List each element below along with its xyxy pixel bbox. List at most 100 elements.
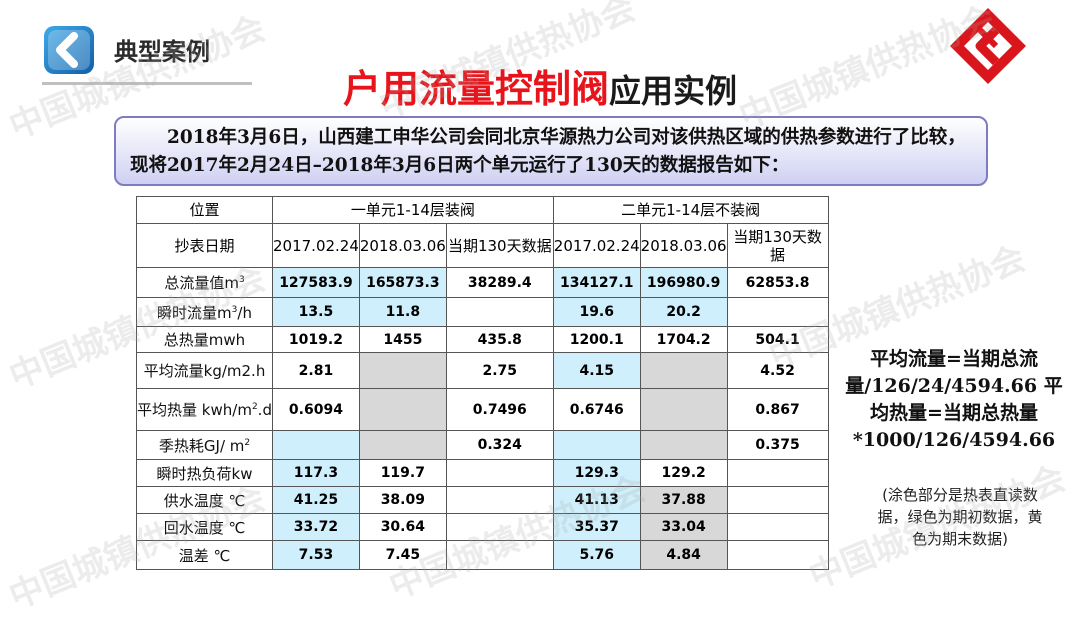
header-cell-date-label: 抄表日期: [136, 223, 273, 268]
header-cell-date1: 2017.02.24: [272, 223, 360, 268]
title-highlight: 户用流量控制阀: [342, 67, 609, 111]
table-cell: [445, 540, 554, 570]
row-label: 平均热量 kwh/m2.d: [136, 388, 273, 431]
table-cell: 4.52: [726, 352, 829, 389]
header-cell-position: 位置: [136, 196, 273, 224]
row-label: 平均流量kg/m2.h: [136, 352, 273, 389]
table-cell: 33.04: [639, 513, 728, 541]
header-cell-date1: 2017.02.24: [552, 223, 641, 268]
table-cell: 38289.4: [445, 267, 554, 298]
table-row: 平均热量 kwh/m2.d 0.6094 0.7496 0.6746 0.867: [136, 388, 829, 431]
table-cell: [552, 430, 641, 460]
chevron-left-icon: [44, 26, 94, 74]
table-cell: [445, 459, 554, 487]
table-cell: 0.7496: [445, 388, 554, 431]
table-cell: [726, 459, 829, 487]
table-cell: 35.37: [552, 513, 641, 541]
table-cell: 2.75: [445, 352, 554, 389]
header-cell-period: 当期130天数据: [726, 223, 829, 268]
table-cell: 37.88: [639, 486, 728, 514]
row-label: 瞬时流量m3/h: [136, 297, 273, 327]
row-label: 温差 ℃: [136, 540, 273, 570]
table-cell: 1455: [358, 326, 447, 353]
table-cell: 504.1: [726, 326, 829, 353]
table-cell: 33.72: [272, 513, 360, 541]
row-label: 供水温度 ℃: [136, 486, 273, 514]
table-cell: [639, 352, 728, 389]
table-cell: [445, 486, 554, 514]
table-cell: 4.15: [552, 352, 641, 389]
table-cell: 165873.3: [358, 267, 447, 298]
table-cell: 0.6746: [552, 388, 641, 431]
heading-underline: [42, 82, 252, 85]
table-row: 回水温度 ℃ 33.72 30.64 35.37 33.04: [136, 513, 829, 541]
table-cell: 20.2: [639, 297, 728, 327]
table-cell: 41.25: [272, 486, 360, 514]
table-cell: 119.7: [358, 459, 447, 487]
table-cell: 129.2: [639, 459, 728, 487]
table-row: 温差 ℃ 7.53 7.45 5.76 4.84: [136, 540, 829, 570]
table-row: 平均流量kg/m2.h 2.81 2.75 4.15 4.52: [136, 352, 829, 389]
table-cell: [726, 513, 829, 541]
back-button[interactable]: [38, 22, 100, 78]
title-rest: 应用实例: [609, 72, 738, 110]
table-cell: 7.45: [358, 540, 447, 570]
table-cell: [358, 388, 447, 431]
table-row: 总热量mwh 1019.2 1455 435.8 1200.1 1704.2 504.1: [136, 326, 829, 353]
row-label: 总流量值m3: [136, 267, 273, 298]
table-cell: 0.324: [445, 430, 554, 460]
table-cell: [358, 430, 447, 460]
table-cell: 129.3: [552, 459, 641, 487]
intro-box: 2018年3月6日，山西建工申华公司会同北京华源热力公司对该供热区域的供热参数进…: [114, 116, 988, 186]
table-date-row: 抄表日期 2017.02.24 2018.03.06 当期130天数据 2017…: [136, 223, 829, 268]
header-cell-unit2: 二单元1-14层不装阀: [552, 196, 829, 224]
table-cell: 127583.9: [272, 267, 360, 298]
table-row: 瞬时流量m3/h 13.5 11.8 19.6 20.2: [136, 297, 829, 327]
table-cell: 1019.2: [272, 326, 360, 353]
table-cell: 2.81: [272, 352, 360, 389]
table-cell: 30.64: [358, 513, 447, 541]
header-cell-period: 当期130天数据: [445, 223, 554, 268]
table-cell: 4.84: [639, 540, 728, 570]
table-cell: 19.6: [552, 297, 641, 327]
table-header-row: 位置 一单元1-14层装阀 二单元1-14层不装阀: [136, 196, 829, 224]
header-cell-unit1: 一单元1-14层装阀: [272, 196, 554, 224]
table-row: 季热耗GJ/ m2 0.324 0.375: [136, 430, 829, 460]
color-note: (涂色部分是热表直读数据，绿色为期初数据，黄色为期末数据): [877, 486, 1043, 548]
table-cell: 5.76: [552, 540, 641, 570]
table-cell: 41.13: [552, 486, 641, 514]
row-label: 瞬时热负荷kw: [136, 459, 273, 487]
header-cell-date2: 2018.03.06: [639, 223, 728, 268]
table-row: 供水温度 ℃ 41.25 38.09 41.13 37.88: [136, 486, 829, 514]
table-cell: 1200.1: [552, 326, 641, 353]
table-cell: [639, 430, 728, 460]
table-cell: 13.5: [272, 297, 360, 327]
table-cell: 0.867: [726, 388, 829, 431]
table-cell: 134127.1: [552, 267, 641, 298]
table-cell: 38.09: [358, 486, 447, 514]
table-cell: 7.53: [272, 540, 360, 570]
table-cell: 117.3: [272, 459, 360, 487]
row-label: 回水温度 ℃: [136, 513, 273, 541]
table-cell: 0.375: [726, 430, 829, 460]
page-title: 户用流量控制阀应用实例: [0, 66, 1080, 114]
row-label: 季热耗GJ/ m2: [136, 430, 273, 460]
table-cell: [358, 352, 447, 389]
table-cell: [726, 486, 829, 514]
table-cell: 0.6094: [272, 388, 360, 431]
header-cell-date2: 2018.03.06: [358, 223, 447, 268]
row-label: 总热量mwh: [136, 326, 273, 353]
association-logo: [946, 4, 1030, 88]
table-cell: [639, 388, 728, 431]
table-cell: [726, 540, 829, 570]
formula-text: 平均流量=当期总流量/126/24/4594.66 平均热量=当期总热量*100…: [845, 348, 1063, 451]
table-row: 瞬时热负荷kw 117.3 119.7 129.3 129.2: [136, 459, 829, 487]
table-row: 总流量值m3 127583.9 165873.3 38289.4 134127.1 196…: [136, 267, 829, 298]
section-title: 典型案例: [114, 38, 210, 66]
table-cell: 1704.2: [639, 326, 728, 353]
table-cell: 196980.9: [639, 267, 728, 298]
table-cell: 62853.8: [726, 267, 829, 298]
data-table: 位置 一单元1-14层装阀 二单元1-14层不装阀 抄表日期 2017.02.2…: [136, 196, 829, 570]
table-cell: [272, 430, 360, 460]
table-cell: [726, 297, 829, 327]
